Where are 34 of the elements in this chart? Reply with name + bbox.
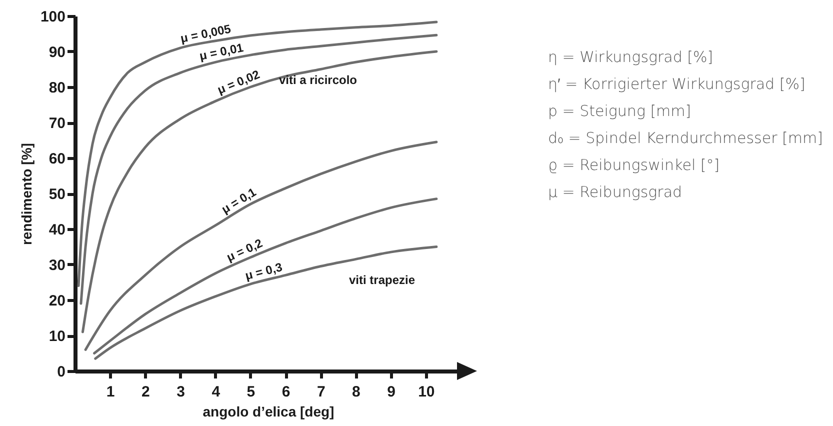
line-series	[84, 140, 438, 351]
text: p = Steigung [mm]	[548, 101, 692, 122]
text: d₀ = Spindel Kerndurchmesser [mm]	[548, 128, 823, 149]
y-tick-label: 20	[48, 292, 66, 310]
text: μ = Reibungsgrad	[548, 182, 684, 203]
y-tick-label: 0	[57, 364, 66, 380]
y-tick-label: 90	[48, 44, 66, 61]
x-tick-label: 3	[176, 384, 185, 400]
y-tick-label: 100	[40, 8, 66, 26]
x-axis-title: angolo d’elica [deg]	[202, 404, 334, 420]
y-tick-label: 80	[48, 80, 66, 96]
x-tick-label: 7	[316, 384, 326, 400]
x-tick-label: 2	[142, 384, 150, 400]
text: ϱ = Reibungswinkel [°]	[548, 155, 721, 176]
x-tick-label: 5	[246, 384, 256, 400]
x-tick-label: 4	[212, 384, 221, 400]
x-tick-label: 9	[387, 384, 396, 400]
x-tick-label: 6	[282, 384, 290, 400]
y-tick-label: 40	[48, 222, 66, 238]
text: μ = 0,02	[215, 67, 262, 97]
x-tick-label: 1	[106, 384, 115, 400]
annotation: viti trapezie	[348, 273, 416, 287]
y-tick-label: 60	[48, 150, 66, 168]
x-tick-label: 10	[418, 384, 435, 400]
y-tick-label: 10	[48, 328, 66, 345]
text: η′ = Korrigierter Wirkungsgrad [%]	[548, 74, 806, 95]
text: μ = 0,1	[219, 184, 259, 216]
y-tick-label: 70	[48, 115, 66, 132]
y-tick-label: 30	[48, 257, 66, 274]
y-axis-title: rendimento [%]	[18, 143, 34, 245]
x-tick-label: 8	[352, 384, 360, 400]
text: η = Wirkungsgrad [%]	[548, 47, 714, 68]
annotation: viti a ricircolo	[278, 73, 358, 87]
y-tick-label: 50	[48, 186, 66, 203]
